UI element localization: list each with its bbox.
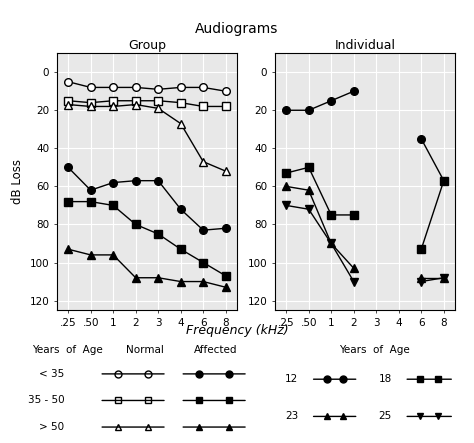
Title: Group: Group bbox=[128, 39, 166, 52]
Text: 12: 12 bbox=[285, 374, 298, 384]
Text: Normal: Normal bbox=[126, 345, 164, 355]
Text: 23: 23 bbox=[285, 412, 298, 421]
Text: 18: 18 bbox=[378, 374, 392, 384]
Title: Individual: Individual bbox=[335, 39, 395, 52]
Text: Affected: Affected bbox=[194, 345, 237, 355]
Text: 25: 25 bbox=[378, 412, 392, 421]
Y-axis label: dB Loss: dB Loss bbox=[11, 159, 24, 204]
Text: 35 - 50: 35 - 50 bbox=[27, 396, 64, 405]
Text: Frequency (kHz): Frequency (kHz) bbox=[186, 323, 288, 337]
Text: Years  of  Age: Years of Age bbox=[339, 345, 410, 355]
Text: > 50: > 50 bbox=[39, 422, 64, 432]
Text: Years  of  Age: Years of Age bbox=[32, 345, 102, 355]
Text: < 35: < 35 bbox=[39, 369, 64, 379]
Text: Audiograms: Audiograms bbox=[195, 22, 279, 36]
